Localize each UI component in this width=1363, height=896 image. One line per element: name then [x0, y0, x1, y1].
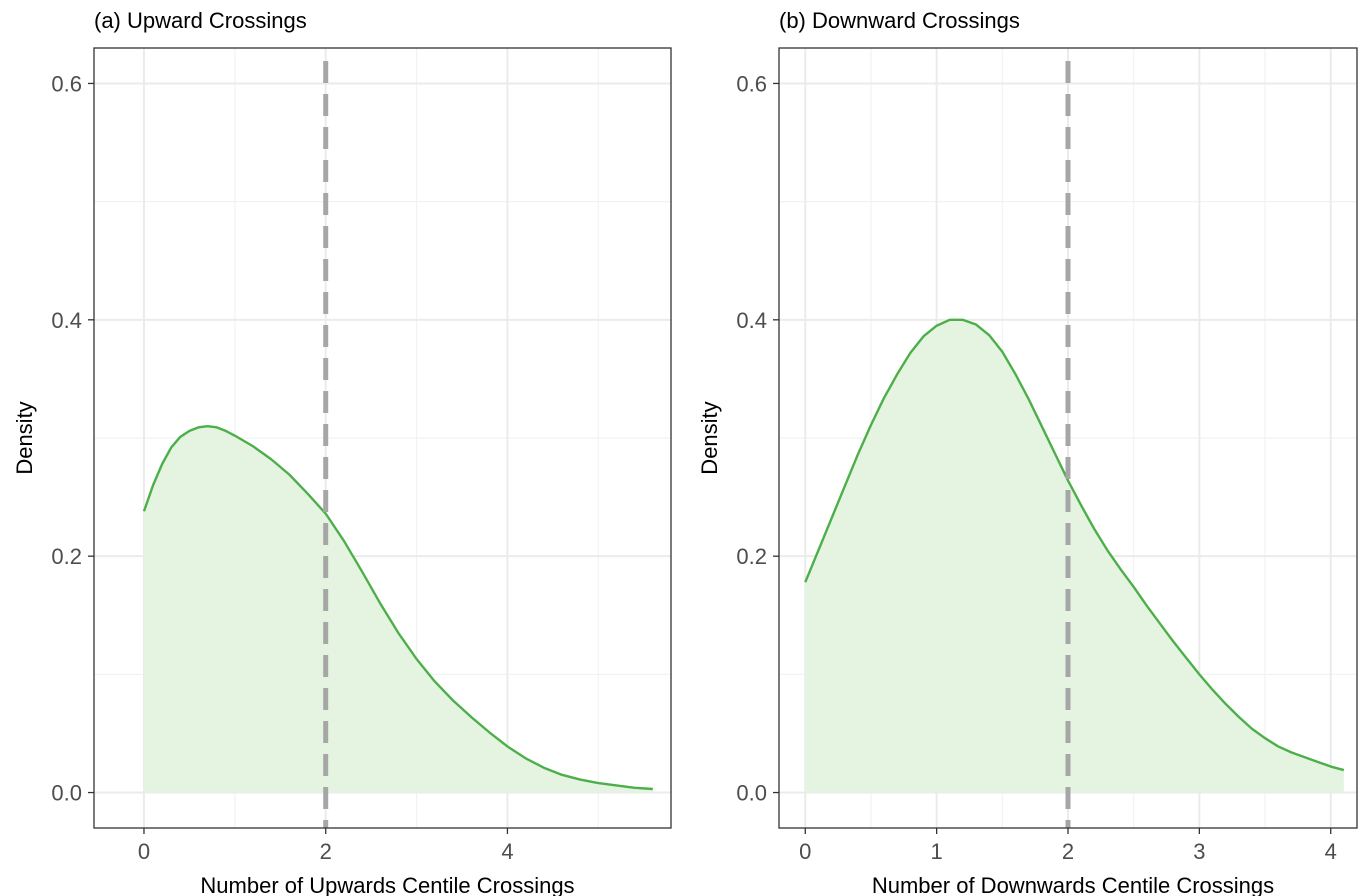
chart-0-density-area: [143, 426, 653, 793]
chart-1-x-axis-label: Number of Downwards Centile Crossings: [872, 873, 1274, 896]
chart-0-y-tick-label-2: 0.4: [51, 308, 82, 333]
chart-0-density-line: [142, 424, 653, 791]
panel-upward-crossings: 0 2 4 0.0 0.2 0.4 0.6 (a) Upward Crossings Numbe…: [12, 8, 672, 896]
chart-0-y-tick-label-3: 0.6: [51, 71, 82, 96]
chart-0-x-tick-label-1: 2: [320, 839, 332, 864]
chart-0-title: (a) Upward Crossings: [94, 8, 307, 33]
chart-0-y-tick-label-1: 0.2: [51, 544, 82, 569]
chart-1-y-axis-label: Density: [697, 401, 722, 474]
chart-1-x-tick-label-1: 1: [931, 839, 943, 864]
chart-0-x-axis-label: Number of Upwards Centile Crossings: [200, 873, 574, 896]
chart-0-y-tick-label-0: 0.0: [51, 781, 82, 806]
chart-0-x-tick-label-0: 0: [138, 839, 150, 864]
chart-1-x-tick-label-4: 4: [1325, 839, 1337, 864]
chart-1-title: (b) Downward Crossings: [779, 8, 1020, 33]
chart-0-panel-border: [93, 47, 672, 829]
chart-1-x-tick-label-3: 3: [1193, 839, 1205, 864]
chart-1-x-tick-label-2: 2: [1062, 839, 1074, 864]
chart-1-y-tick-label-3: 0.6: [736, 71, 767, 96]
chart-1-y-tick-label-0: 0.0: [736, 781, 767, 806]
chart-0-x-tick-label-2: 4: [501, 839, 513, 864]
chart-1-density-line: [804, 318, 1345, 772]
chart-1-y-tick-label-2: 0.4: [736, 308, 767, 333]
panel-downward-crossings: 0 1 2 3 4 0.0 0.2 0.4 0.6 (b) Downward Crossings N…: [697, 8, 1358, 896]
chart-1-density-area: [805, 319, 1344, 793]
chart-0-y-axis-label: Density: [12, 401, 37, 474]
chart-1-y-tick-label-1: 0.2: [736, 544, 767, 569]
chart-1-x-tick-label-0: 0: [799, 839, 811, 864]
